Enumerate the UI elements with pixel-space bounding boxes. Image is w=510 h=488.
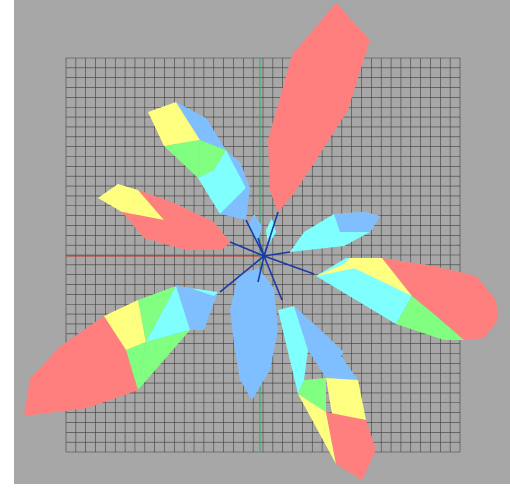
leaf-left [98, 184, 230, 250]
plant-apex-marker [262, 254, 266, 258]
plant-stems [219, 211, 315, 301]
leaf-top-right [268, 3, 370, 212]
scene-canvas[interactable] [14, 0, 510, 484]
leaf-lower-right [278, 306, 376, 480]
leaf-upper-left [148, 102, 250, 220]
leaf-right [316, 258, 498, 340]
leaf-small-right [290, 212, 380, 252]
leaf-bottom-center [230, 268, 278, 400]
leaf-lower-left [24, 286, 218, 416]
3d-viewport[interactable] [14, 0, 510, 484]
